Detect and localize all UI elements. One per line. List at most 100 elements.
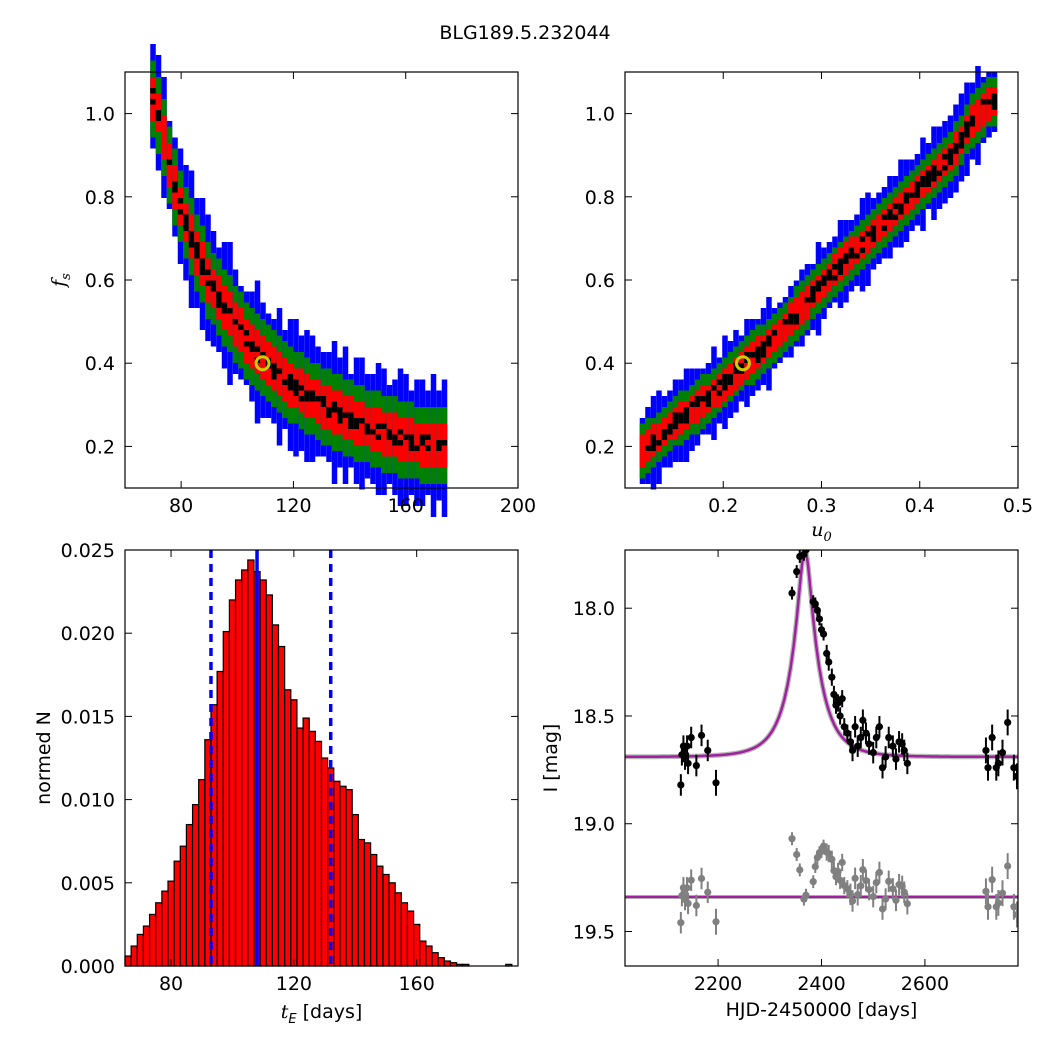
- fs_vs_u0-cell-black: [821, 275, 827, 281]
- fs_vs_u0-cell-black: [667, 429, 673, 435]
- fs_vs_u0-cell-black: [942, 154, 948, 160]
- fs_vs_u0-cell-red: [727, 368, 734, 374]
- fs_vs_tE-cell-blue: [403, 500, 409, 506]
- fs_vs_tE-cell-green: [348, 451, 354, 457]
- fs_vs_tE-cell-green: [155, 137, 162, 143]
- fs_vs_tE-cell-red: [282, 385, 288, 391]
- fs_vs_tE-cell-blue: [331, 467, 338, 473]
- fs_vs_u0-cell-black: [689, 401, 695, 407]
- fs_vs_u0-cell-red: [755, 335, 761, 341]
- fs_vs_u0-cell-green: [991, 82, 998, 88]
- fs_vs_u0-cell-blue: [744, 330, 750, 336]
- fs_vs_u0-cell-green: [727, 396, 734, 402]
- fs_vs_u0-cell-green: [760, 363, 767, 369]
- fs_vs_tE-cell-blue: [205, 330, 211, 336]
- fs_vs_tE-cell-green: [282, 401, 288, 407]
- fs_vs_tE-cell-blue: [425, 390, 431, 396]
- fs_vs_tE-cell-red: [205, 291, 211, 297]
- fs_vs_u0-cell-red: [859, 253, 866, 259]
- fs_vs_tE-cell-blue: [183, 170, 189, 176]
- fs_vs_tE-cell-red: [320, 423, 327, 429]
- fs_vs_tE-cell-blue: [359, 363, 365, 369]
- fs_vs_u0-cell-red: [656, 434, 662, 440]
- fs_vs_tE-cell-green: [304, 357, 310, 363]
- fs_vs_tE-cell-green: [194, 286, 200, 292]
- fs_vs_tE-cell-green: [232, 346, 239, 352]
- fs_vs_tE-cell-green: [392, 456, 398, 462]
- fs_vs_u0-cell-green: [887, 231, 893, 237]
- fs_vs_tE-cell-black: [436, 440, 442, 446]
- fs_vs_u0-cell-blue: [672, 456, 679, 462]
- fs_vs_tE-cell-red: [359, 407, 365, 413]
- fs_vs_tE-cell-blue: [359, 368, 365, 374]
- fs_vs_tE-cell-blue: [309, 341, 316, 347]
- fs_vs_u0-cell-black: [755, 352, 761, 358]
- fs_vs_u0-cell-blue: [661, 401, 668, 407]
- fs_vs_tE-cell-red: [221, 291, 228, 297]
- fs_vs_tE-cell-red: [232, 341, 239, 347]
- fs_vs_u0-cell-green: [892, 225, 899, 231]
- fs_vs_tE-cell-blue: [177, 165, 184, 171]
- fs_vs_u0-cell-red: [909, 181, 915, 187]
- fs_vs_u0-cell-red: [788, 324, 794, 330]
- fs_vs_u0-cell-blue: [711, 352, 717, 358]
- fs_vs_u0-cell-blue: [689, 440, 695, 446]
- fs_vs_u0-cell-blue: [947, 181, 954, 187]
- fs_vs_tE-cell-green: [216, 258, 222, 264]
- fs_vs_u0-cell-red: [694, 418, 701, 424]
- fs_vs_u0-ytick-label: 0.8: [585, 187, 615, 209]
- fs_vs_u0-cell-blue: [870, 198, 877, 204]
- fs_vs_u0-cell-green: [843, 275, 849, 281]
- fs_vs_tE-cell-black: [216, 291, 222, 297]
- fs_vs_u0-cell-red: [892, 220, 899, 226]
- fs_vs_tE-cell-red: [386, 418, 393, 424]
- fs_vs_tE-cell-black: [177, 209, 184, 215]
- fs_vs_u0-cell-red: [727, 363, 734, 369]
- fs_vs_u0-cell-red: [694, 407, 701, 413]
- fs_vs_tE-cell-red: [276, 363, 283, 369]
- fs_vs_tE-cell-blue: [249, 297, 255, 303]
- fs_vs_tE-cell-red: [381, 440, 387, 446]
- fs_vs_u0-cell-black: [854, 253, 860, 259]
- fs_vs_tE-cell-red: [221, 313, 228, 319]
- fs_vs_tE-cell-blue: [155, 71, 162, 77]
- fs_vs_tE-cell-red: [375, 407, 382, 413]
- fs_vs_tE-cell-red: [331, 429, 338, 435]
- fs_vs_u0-cell-black: [964, 132, 970, 138]
- fs_vs_tE-cell-red: [309, 385, 316, 391]
- fs_vs_u0-cell-blue: [947, 121, 954, 127]
- fs_vs_u0-cell-blue: [821, 253, 827, 259]
- fs_vs_tE-cell-blue: [364, 374, 371, 380]
- fs_vs_tE-cell-blue: [282, 418, 288, 424]
- fs_vs_tE-cell-red: [370, 407, 376, 413]
- fs_vs_tE-cell-green: [326, 379, 332, 385]
- tE_histogram-bar: [363, 842, 372, 967]
- fs_vs_tE-cell-red: [441, 434, 448, 440]
- fs_vs_u0-cell-red: [694, 412, 701, 418]
- fs_vs_tE-cell-blue: [227, 242, 233, 248]
- fs_vs_tE-cell-blue: [177, 159, 184, 165]
- fs_vs_tE-cell-green: [177, 170, 184, 176]
- fs_vs_u0-cell-red: [689, 396, 695, 402]
- light_curve-residual-point: [712, 918, 720, 926]
- fs_vs_tE-best-fit-marker: [254, 355, 271, 372]
- light_curve-residual-point: [811, 862, 819, 871]
- fs_vs_u0-cell-blue: [705, 363, 712, 369]
- fs_vs_tE-cell-red: [287, 401, 294, 407]
- fs_vs_u0-cell-green: [887, 192, 893, 198]
- fs_vs_u0-cell-green: [804, 280, 811, 286]
- fs_vs_u0-cell-green: [881, 236, 888, 242]
- fs_vs_tE-cell-red: [232, 330, 239, 336]
- fs_vs_tE-ytick-label: 1.0: [85, 104, 115, 126]
- fs_vs_u0-cell-blue: [722, 412, 728, 418]
- fs_vs_tE-cell-green: [386, 407, 393, 413]
- fs_vs_tE-cell-green: [238, 357, 244, 363]
- fs_vs_u0-cell-red: [749, 346, 756, 352]
- fs_vs_tE-cell-red: [375, 445, 382, 451]
- fs_vs_u0-cell-blue: [975, 148, 981, 154]
- fs_vs_tE-cell-green: [254, 379, 261, 385]
- fs_vs_tE-cell-green: [282, 412, 288, 418]
- fs_vs_tE-cell-blue: [293, 341, 299, 347]
- fs_vs_u0-cell-green: [898, 220, 904, 226]
- fs_vs_u0-cell-green: [991, 77, 998, 83]
